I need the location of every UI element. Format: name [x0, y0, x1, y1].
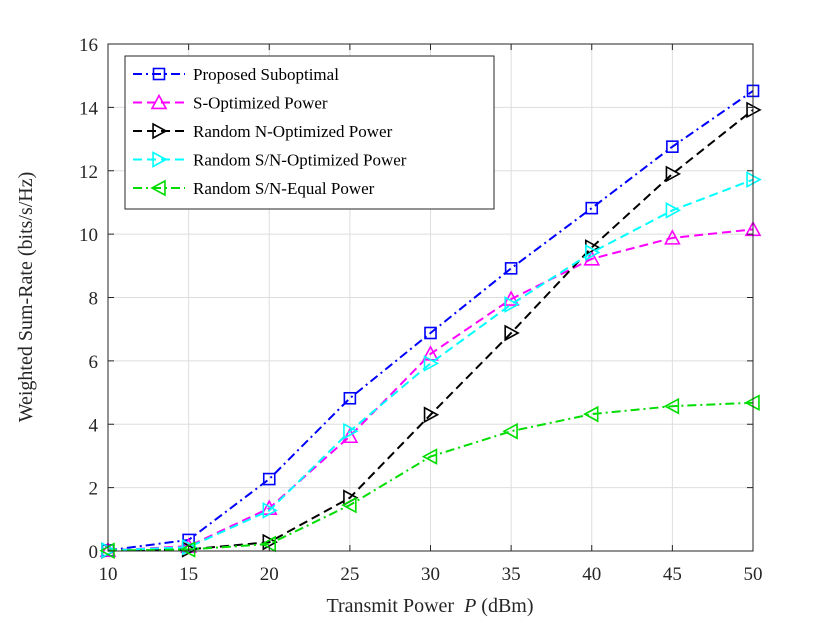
legend-label: Proposed Suboptimal — [193, 65, 339, 84]
legend-marker — [152, 122, 168, 140]
x-tick-label: 35 — [502, 564, 521, 585]
data-point — [341, 427, 359, 444]
legend: Proposed Suboptimal S-Optimized Power Rand… — [124, 55, 495, 210]
y-tick-label: 6 — [89, 352, 99, 373]
data-point — [746, 171, 762, 188]
x-tick-label: 40 — [582, 564, 601, 585]
x-tick-label: 45 — [663, 564, 682, 585]
data-point — [585, 201, 599, 215]
data-point — [262, 472, 276, 486]
y-tick-label: 4 — [89, 415, 99, 436]
legend-label: Random N-Optimized Power — [193, 122, 393, 141]
data-point — [260, 535, 277, 553]
data-point — [423, 355, 440, 372]
legend-item: Random S/N-Equal Power — [133, 179, 375, 198]
data-point — [262, 502, 278, 519]
data-point — [663, 397, 680, 415]
x-tick-label: 30 — [421, 564, 440, 585]
legend-box — [124, 55, 495, 210]
legend-marker — [152, 151, 168, 168]
series-line — [107, 228, 754, 552]
x-tick-label: 15 — [179, 564, 198, 585]
data-point — [504, 324, 520, 342]
series-line — [107, 90, 754, 552]
legend-label: Random S/N-Equal Power — [193, 179, 375, 198]
data-point — [504, 296, 520, 313]
legend-marker — [150, 179, 166, 197]
data-point — [424, 326, 437, 340]
series-group — [99, 84, 762, 560]
x-axis-label-variable: P — [463, 595, 476, 617]
data-point — [665, 202, 682, 219]
y-tick-label: 0 — [89, 542, 99, 563]
data-point — [423, 406, 440, 424]
data-point — [504, 262, 518, 275]
data-point — [262, 533, 278, 551]
y-tick-label: 10 — [79, 225, 98, 246]
legend-label: Random S/N-Optimized Power — [193, 151, 407, 170]
y-axis-label: Weighted Sum-Rate (bits/s/Hz) — [15, 172, 37, 423]
data-point — [664, 229, 681, 245]
legend-marker — [152, 67, 166, 81]
data-point — [179, 541, 196, 558]
series-5 — [99, 394, 760, 560]
data-point — [502, 422, 518, 440]
data-point — [343, 422, 359, 440]
legend-marker — [150, 93, 168, 110]
y-tick-label: 12 — [79, 162, 98, 183]
x-tick-label: 20 — [260, 564, 279, 585]
x-axis-label: Transmit Power P (dBm) — [326, 595, 533, 617]
series-4 — [101, 171, 762, 559]
y-tick-label: 16 — [79, 35, 98, 56]
data-point — [584, 244, 601, 261]
x-tick-label: 25 — [340, 564, 359, 585]
data-point — [343, 391, 357, 405]
ticks — [107, 43, 754, 552]
data-point — [744, 394, 760, 412]
series-line — [107, 178, 754, 552]
series-line — [107, 401, 754, 552]
data-point — [665, 165, 682, 183]
y-tick-label: 14 — [79, 98, 99, 119]
x-axis-label-unit: (dBm) — [481, 595, 533, 617]
data-point — [666, 140, 679, 153]
legend-item: S-Optimized Power — [133, 94, 328, 113]
series-line — [107, 109, 754, 552]
x-axis-label-text: Transmit Power — [326, 595, 454, 617]
data-point — [746, 101, 762, 119]
tick-labels: 10 15 20 25 30 35 40 45 50 0 2 4 6 8 10 12 14 16 — [79, 35, 763, 585]
data-point — [583, 405, 599, 423]
x-tick-label: 50 — [744, 564, 763, 585]
legend-item: Proposed Suboptimal — [133, 65, 339, 84]
x-tick-label: 10 — [99, 564, 118, 585]
data-point — [421, 448, 438, 465]
legend-label: S-Optimized Power — [193, 94, 328, 113]
y-tick-label: 8 — [89, 289, 99, 310]
legend-item: Random N-Optimized Power — [133, 122, 393, 141]
y-tick-label: 2 — [89, 479, 99, 500]
data-point — [341, 496, 357, 514]
legend-item: Random S/N-Optimized Power — [133, 151, 407, 170]
